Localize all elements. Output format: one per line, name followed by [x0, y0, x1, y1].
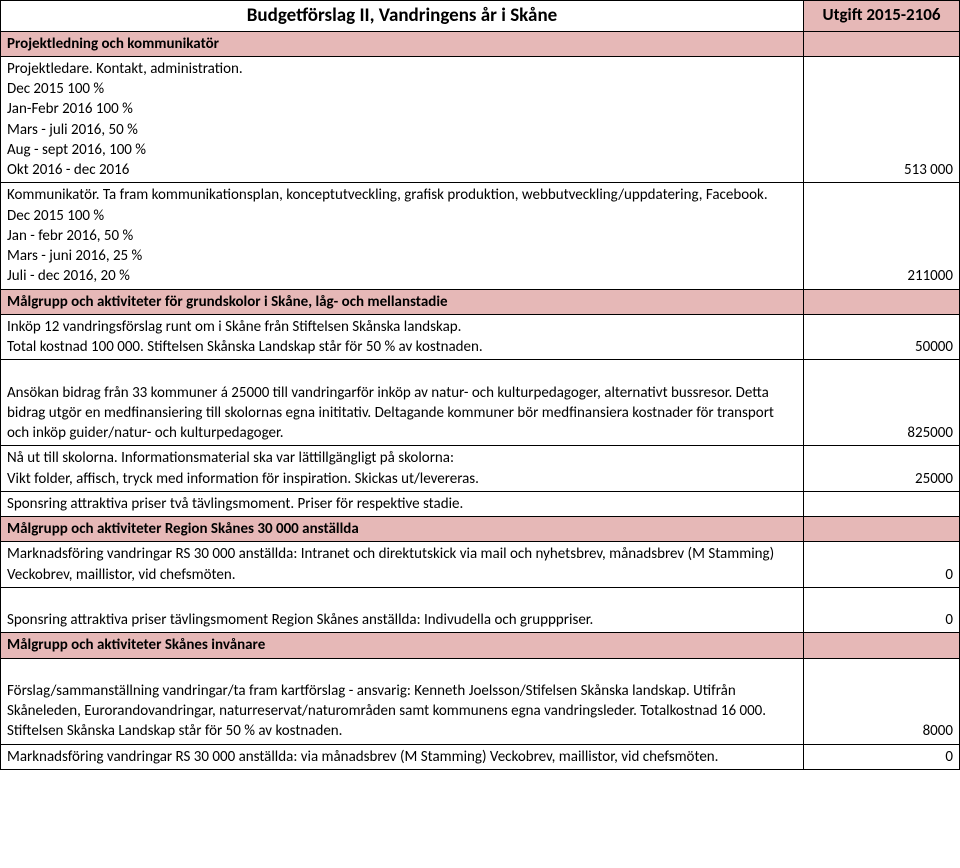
cell-description: Marknadsföring vandringar RS 30 000 anst…: [1, 542, 804, 587]
cell-description: Marknadsföring vandringar RS 30 000 anst…: [1, 745, 804, 769]
cell-amount: 25000: [804, 446, 959, 491]
data-row: Sponsring attraktiva priser tävlingsmome…: [1, 588, 959, 634]
cell-amount: 211000: [804, 183, 959, 288]
section-row: Målgrupp och aktiviteter Skånes invånare: [1, 633, 959, 658]
header-right: Utgift 2015-2106: [804, 1, 959, 31]
cell-description: Sponsring attraktiva priser tävlingsmome…: [1, 588, 804, 633]
cell-amount: 513 000: [804, 57, 959, 183]
data-row: Förslag/sammanställning vandringar/ta fr…: [1, 659, 959, 745]
cell-description: Målgrupp och aktiviteter Skånes invånare: [1, 633, 804, 657]
cell-description: Kommunikatör. Ta fram kommunikationsplan…: [1, 183, 804, 288]
data-row: Sponsring attraktiva priser två tävlings…: [1, 492, 959, 517]
cell-description: Projektledare. Kontakt, administration. …: [1, 57, 804, 183]
cell-amount: [804, 633, 959, 657]
data-row: Kommunikatör. Ta fram kommunikationsplan…: [1, 183, 959, 289]
cell-description: Ansökan bidrag från 33 kommuner á 25000 …: [1, 360, 804, 445]
budget-table: Budgetförslag II, Vandringens år i Skåne…: [0, 0, 960, 770]
data-row: Projektledare. Kontakt, administration. …: [1, 57, 959, 184]
cell-description: Målgrupp och aktiviteter för grundskolor…: [1, 290, 804, 314]
cell-amount: 825000: [804, 360, 959, 445]
cell-amount: 0: [804, 542, 959, 587]
section-row: Projektledning och kommunikatör: [1, 32, 959, 57]
data-row: Marknadsföring vandringar RS 30 000 anst…: [1, 542, 959, 588]
cell-amount: 0: [804, 745, 959, 769]
cell-amount: 0: [804, 588, 959, 633]
header-title: Budgetförslag II, Vandringens år i Skåne: [1, 1, 804, 31]
cell-amount: [804, 517, 959, 541]
section-row: Målgrupp och aktiviteter Region Skånes 3…: [1, 517, 959, 542]
data-row: Nå ut till skolorna. Informationsmateria…: [1, 446, 959, 492]
cell-amount: [804, 290, 959, 314]
cell-description: Nå ut till skolorna. Informationsmateria…: [1, 446, 804, 491]
data-row: Ansökan bidrag från 33 kommuner á 25000 …: [1, 360, 959, 446]
cell-amount: 50000: [804, 315, 959, 360]
header-row: Budgetförslag II, Vandringens år i Skåne…: [1, 1, 959, 32]
cell-amount: [804, 32, 959, 56]
section-row: Målgrupp och aktiviteter för grundskolor…: [1, 290, 959, 315]
cell-amount: 8000: [804, 659, 959, 744]
data-row: Marknadsföring vandringar RS 30 000 anst…: [1, 745, 959, 770]
cell-description: Projektledning och kommunikatör: [1, 32, 804, 56]
cell-description: Förslag/sammanställning vandringar/ta fr…: [1, 659, 804, 744]
cell-amount: [804, 492, 959, 516]
data-row: Inköp 12 vandringsförslag runt om i Skån…: [1, 315, 959, 361]
cell-description: Sponsring attraktiva priser två tävlings…: [1, 492, 804, 516]
cell-description: Inköp 12 vandringsförslag runt om i Skån…: [1, 315, 804, 360]
cell-description: Målgrupp och aktiviteter Region Skånes 3…: [1, 517, 804, 541]
